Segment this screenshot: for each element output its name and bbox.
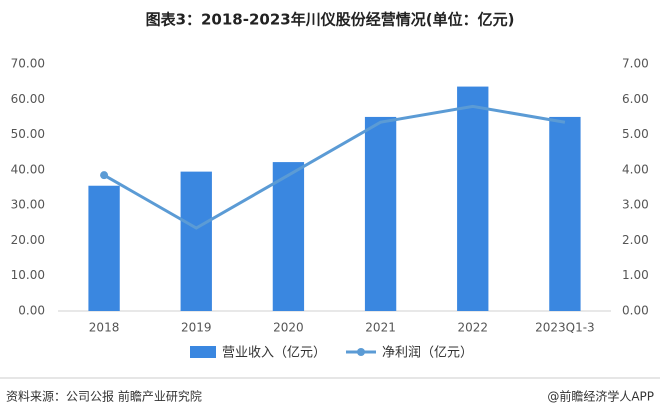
y-tick-label: 20.00 [11,233,45,247]
y2-tick-label: 6.00 [622,92,649,106]
y-tick-label: 70.00 [11,57,45,71]
source: 资料来源：公司公报 前瞻产业研究院 [6,389,202,404]
y-tick-label: 60.00 [11,92,45,106]
y2-tick-label: 4.00 [622,162,649,176]
y-tick-label: 40.00 [11,162,45,176]
legend-swatch [190,346,216,358]
y-tick-label: 50.00 [11,127,45,141]
y2-tick-label: 5.00 [622,127,649,141]
line [103,104,566,230]
x-tick-label: 2022 [457,321,488,335]
bar [88,185,120,311]
y2-tick-label: 1.00 [622,268,649,282]
x-tick-label: 2019 [181,321,212,335]
legend-label: 营业收入（亿元） [222,346,326,361]
y2-tick-label: 3.00 [622,198,649,212]
bar [180,171,212,311]
x-tick-label: 2023Q1-3 [535,321,595,335]
y-tick-label: 30.00 [11,198,45,212]
line-marker [100,171,109,180]
legend-swatch [357,348,365,356]
bar [272,162,305,311]
bar [457,86,489,311]
y2-tick-label: 2.00 [622,233,649,247]
legend-label: 净利润（亿元） [382,346,473,361]
x-tick-label: 2021 [365,321,396,335]
credit: @前瞻经济学人APP [547,389,654,404]
y-tick-label: 10.00 [11,268,45,282]
chart-title: 图表3：2018-2023年川仪股份经营情况(单位：亿元) [146,11,515,29]
y-tick-label: 0.00 [18,304,45,318]
bar [549,116,581,311]
y2-tick-label: 0.00 [622,304,649,318]
bar [364,116,397,311]
x-tick-label: 2020 [273,321,304,335]
y2-tick-label: 7.00 [622,57,649,71]
x-tick-label: 2018 [89,321,120,335]
